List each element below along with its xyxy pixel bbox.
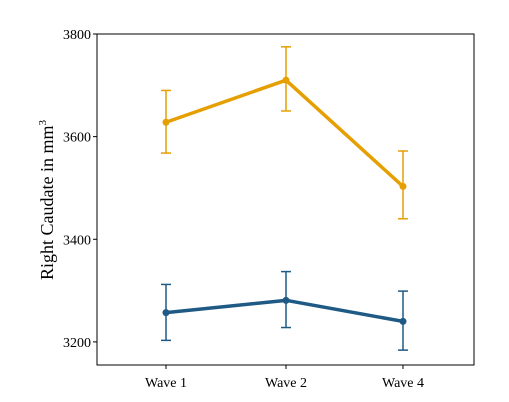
y-tick-label: 3400 (63, 233, 91, 248)
x-axis: Wave 1 Wave 2 Wave 4 (145, 365, 424, 391)
x-tick-label: Wave 2 (265, 376, 307, 391)
y-tick-label: 3600 (63, 131, 91, 146)
y-axis-title: Right Caudate in mm3 (37, 120, 57, 281)
x-tick-label: Wave 4 (382, 376, 424, 391)
data-point (283, 297, 290, 304)
x-tick-label: Wave 1 (145, 376, 187, 391)
y-axis-title-text: Right Caudate in mm (37, 126, 57, 281)
data-point (400, 183, 407, 190)
data-point (163, 119, 170, 126)
y-tick-label: 3200 (63, 336, 91, 351)
y-axis-title-superscript: 3 (37, 120, 49, 126)
data-point (163, 309, 170, 316)
y-axis: 3200 3400 3600 3800 (63, 28, 97, 351)
data-point (400, 318, 407, 325)
y-tick-label: 3800 (63, 28, 91, 43)
data-point (283, 77, 290, 84)
